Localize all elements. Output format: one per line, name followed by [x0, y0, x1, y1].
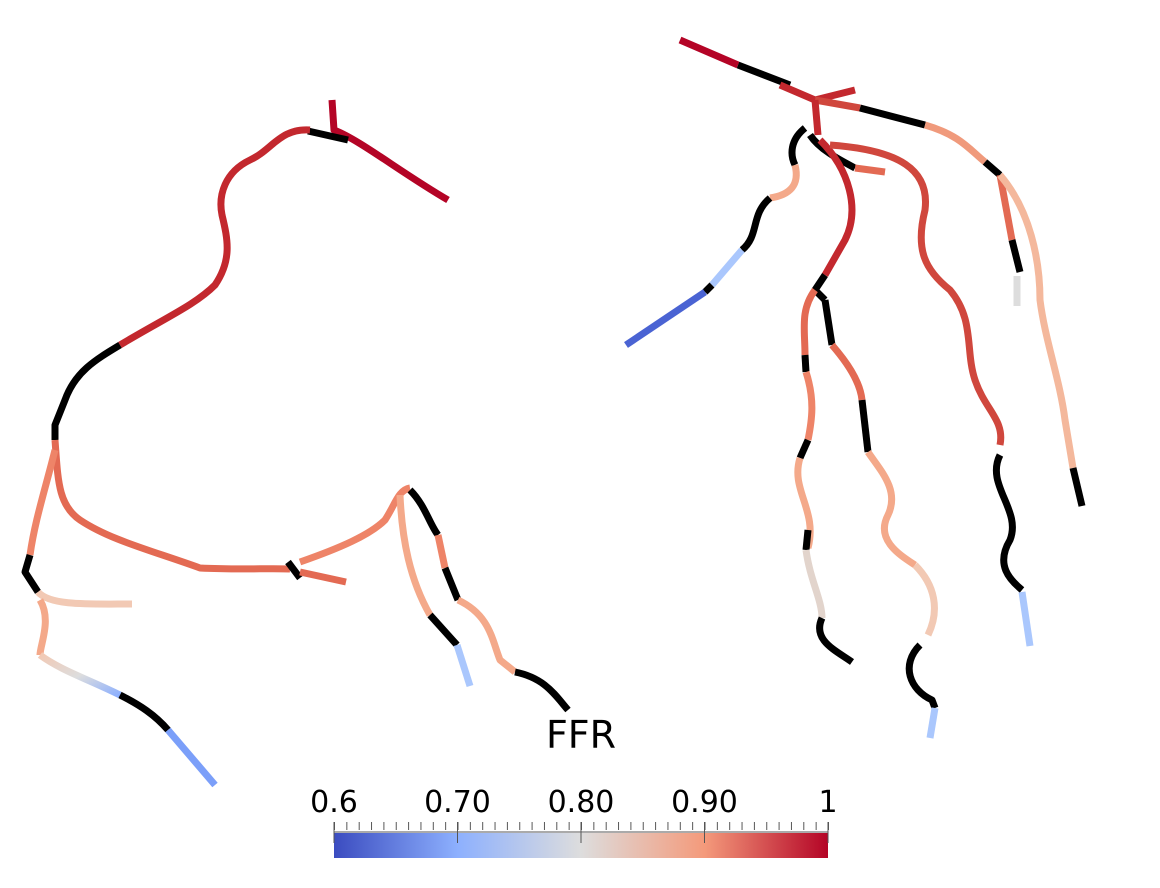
vessel-segment [996, 174, 1016, 241]
vessel-segment [285, 559, 303, 581]
vessel-segment [51, 439, 291, 573]
vessel-segment [427, 612, 460, 648]
vessel-segment [788, 125, 808, 167]
vessel-segment [811, 99, 822, 136]
vessel-segment [739, 195, 773, 253]
vessel-segment [434, 534, 449, 569]
vessel-segment [453, 643, 474, 688]
vessel-segment [26, 449, 59, 556]
vessel-segment [1018, 591, 1034, 647]
vessel-segment [328, 99, 450, 204]
vessel-segment [118, 691, 171, 733]
vessel-segment [992, 453, 1025, 593]
vessel-segment [702, 282, 715, 295]
vessel-segment [396, 494, 434, 617]
left-tree [21, 99, 571, 788]
vessel-segment [865, 450, 917, 568]
tick-label: 0.6 [310, 785, 358, 820]
vessel-segment [51, 341, 122, 440]
tick-label: 0.80 [548, 785, 615, 820]
vessel-segment [997, 172, 1077, 469]
vessel-segment [982, 159, 1003, 178]
vessel-segment [624, 289, 707, 348]
tick-label: 0.90 [671, 785, 738, 820]
vessel-segment [854, 164, 886, 176]
vessel-segment [796, 438, 812, 460]
colorbar-title: FFR [546, 713, 616, 757]
vessel-segment [859, 104, 926, 129]
vessel-segment [814, 96, 861, 112]
vessel-segment [816, 616, 855, 665]
vessel-segment [165, 727, 218, 788]
vessel-segment [298, 484, 412, 566]
vessel-segment [802, 370, 816, 441]
vessel-segment [456, 596, 518, 675]
vessel-segment [912, 562, 938, 637]
vessel-segment [817, 137, 856, 277]
vessel-segment [299, 568, 347, 586]
vessel-segment [1069, 467, 1086, 507]
vessel-segment [801, 354, 810, 373]
vessel-segment [514, 668, 571, 713]
vessel-segment [118, 126, 311, 349]
vessel-segment [829, 141, 1005, 446]
vessel-segment [709, 247, 745, 288]
vessel-segment [924, 121, 988, 165]
vessel-segment [802, 549, 826, 619]
vessel-segment [35, 589, 133, 608]
vessel-segment [811, 273, 828, 303]
vessel-segment [736, 61, 792, 89]
vessel-segment [829, 342, 866, 401]
vessel-segment [37, 652, 122, 699]
tick-label: 0.70 [424, 785, 491, 820]
vessel-segment [36, 598, 49, 656]
vessel-segment [441, 566, 462, 602]
vessel-segment [858, 399, 872, 453]
vessel-segment [926, 707, 939, 739]
vessel-segment [802, 529, 812, 551]
right-tree [624, 36, 1086, 739]
tick-label: 1 [818, 785, 837, 820]
vessel-segment [1008, 239, 1024, 273]
vessel-segment [678, 36, 740, 69]
vessel-segment [800, 287, 818, 356]
vessel-segment [407, 487, 441, 538]
vessel-segment [21, 554, 41, 594]
vessel-segment [769, 164, 800, 202]
vessel-segment [905, 642, 939, 710]
vessel-segment [821, 299, 836, 346]
vessel-segment [307, 127, 349, 144]
